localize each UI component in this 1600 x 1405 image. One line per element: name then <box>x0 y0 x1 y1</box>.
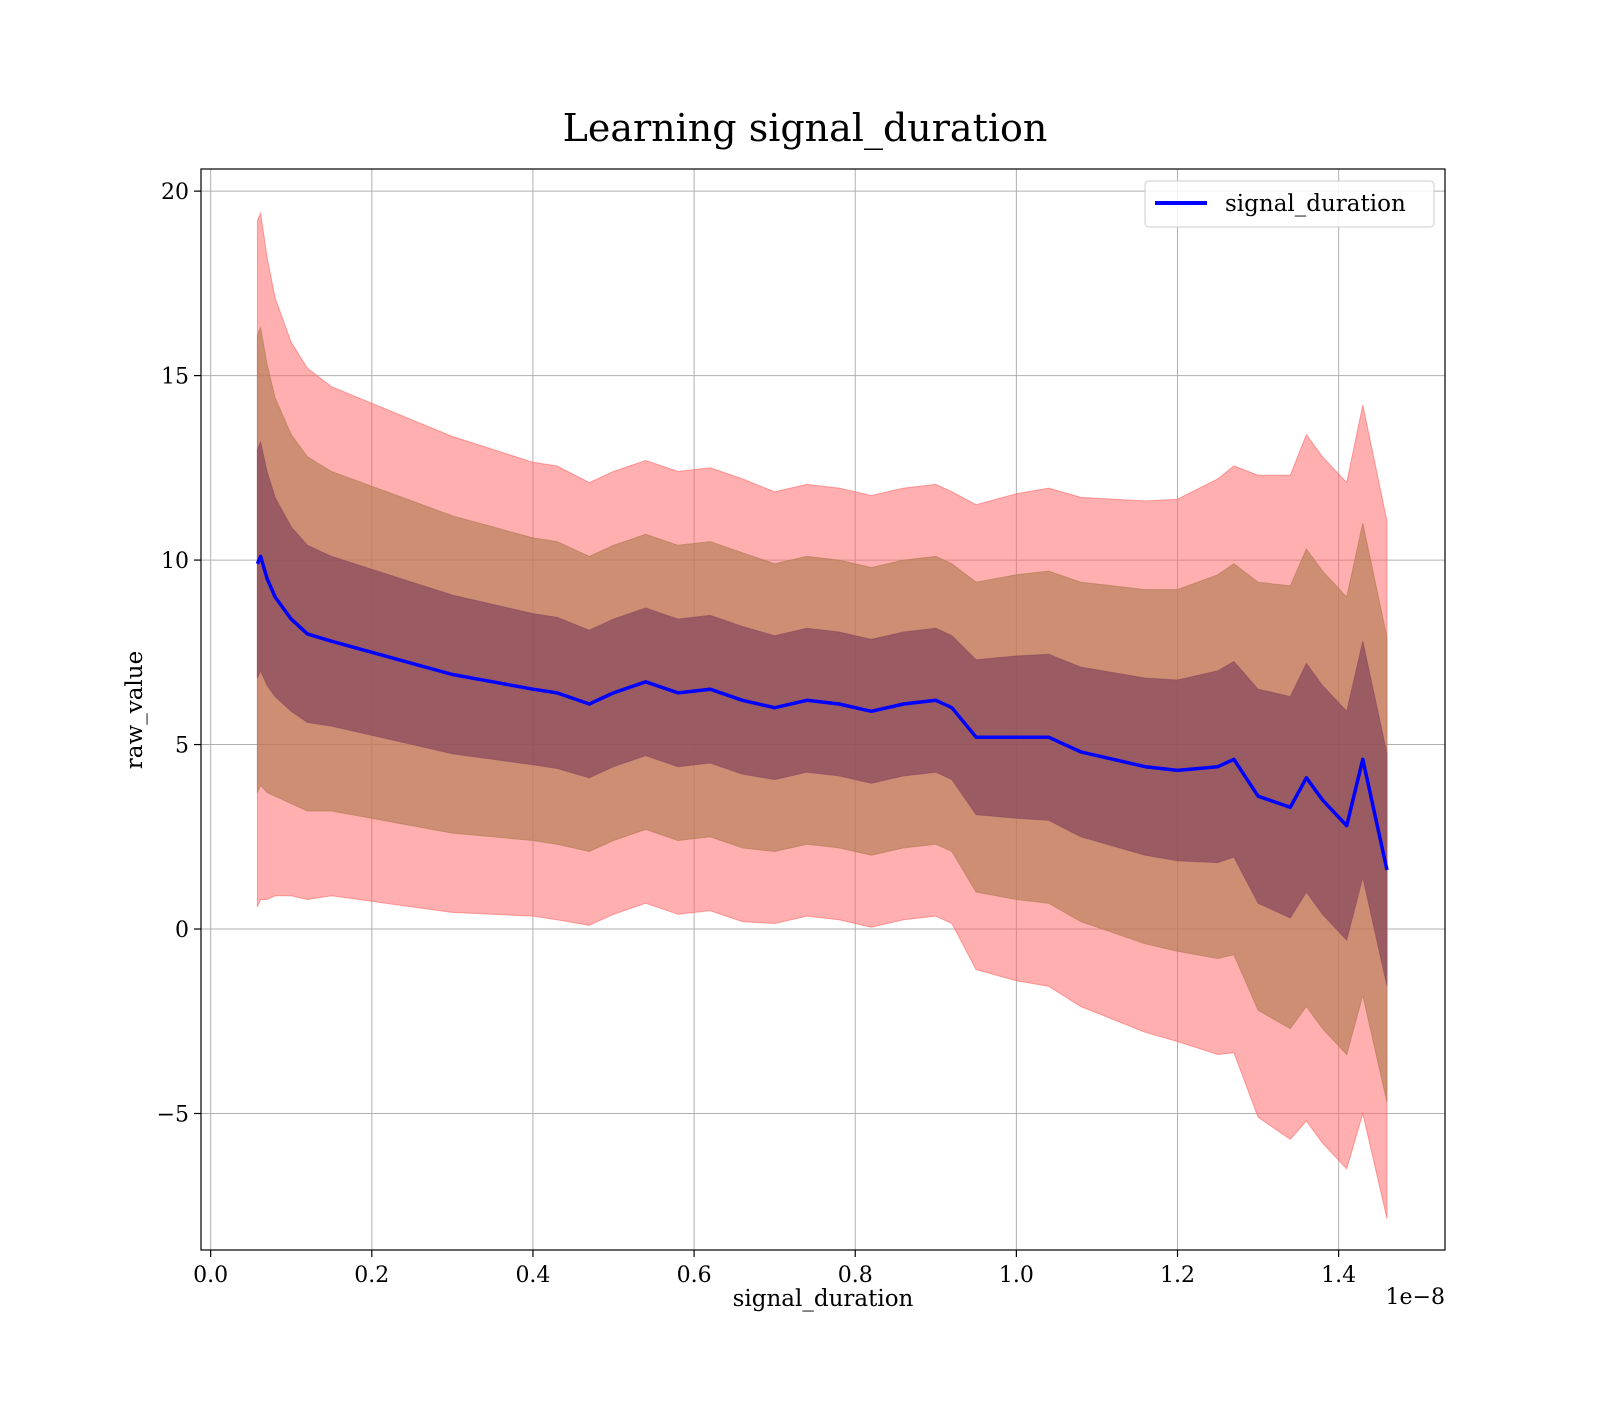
legend-box <box>1144 180 1435 228</box>
chart-title: Learning signal_duration <box>563 106 1048 151</box>
x-tick-label: 0.2 <box>354 1263 389 1288</box>
x-tick-label: 0.4 <box>515 1263 550 1288</box>
x-axis-label: signal_duration <box>733 1286 914 1312</box>
series-line-signal-duration <box>255 554 1389 871</box>
plot-frame <box>200 168 1446 1251</box>
x-tick-label: 0.8 <box>838 1263 873 1288</box>
x-offset-label: 1e−8 <box>1386 1285 1445 1310</box>
y-tick-label: 15 <box>161 365 189 390</box>
y-tick-label: −5 <box>157 1102 189 1127</box>
axes: 0.0 0.2 0.4 0.6 0.8 1.0 1.2 1.4 −5 0 5 10 15 20 <box>157 180 1357 1288</box>
x-tick-label: 1.2 <box>1160 1263 1195 1288</box>
y-tick-label: 5 <box>175 734 189 759</box>
y-tick-label: 0 <box>175 918 189 943</box>
x-tick-label: 1.4 <box>1321 1263 1356 1288</box>
plot-area <box>201 169 1445 1250</box>
y-axis-label: raw_value <box>122 651 148 769</box>
x-tick-label: 0.0 <box>193 1263 228 1288</box>
x-tick-label: 0.6 <box>677 1263 712 1288</box>
band-1-std <box>256 440 1388 987</box>
legend-label-signal-duration: signal_duration <box>1225 191 1406 217</box>
legend: signal_duration <box>1144 180 1435 228</box>
x-tick-label: 1.0 <box>999 1263 1034 1288</box>
y-tick-label: 20 <box>161 180 189 205</box>
y-tick-label: 10 <box>161 549 189 574</box>
